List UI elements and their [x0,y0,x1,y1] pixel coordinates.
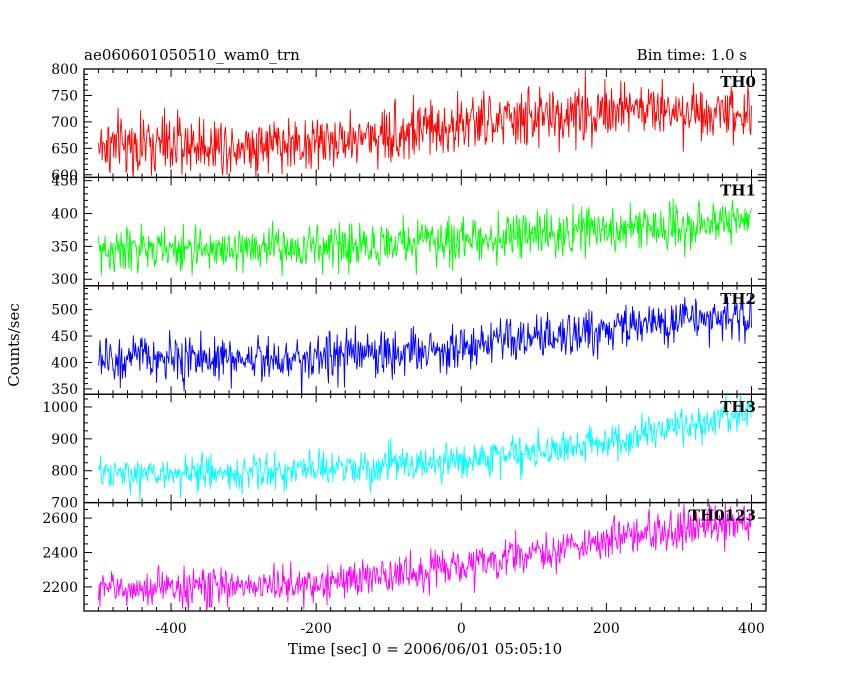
panel-frame [83,501,767,612]
y-tick-label: 350 [51,382,78,398]
x-tick-label: -200 [300,621,331,637]
y-tick-label: 600 [51,168,78,184]
series-line-th0 [98,69,752,178]
x-tick-label: 200 [593,621,620,637]
y-tick-label: 450 [51,329,78,345]
series-line-th3 [98,394,752,501]
panel-th1: 300 350 400 450 TH1 [51,174,767,288]
y-tick-label: 900 [51,432,78,448]
panel-th0: 600 650 700 750 800 TH0 [51,62,767,184]
y-tick-label: 750 [51,88,78,104]
panel-frame [83,393,767,504]
y-tick-label: 800 [51,464,78,480]
series-line-th1 [98,198,752,277]
y-tick-label: 700 [51,115,78,131]
chart-title-left: ae060601050510_wam0_trn [84,46,300,64]
y-tick-label: 500 [51,303,78,319]
panel-label-th1: TH1 [720,181,756,199]
y-tick-label: 2200 [42,580,78,596]
y-tick-label: 450 [51,174,78,190]
y-tick-label: 650 [51,141,78,157]
chart-title-right: Bin time: 1.0 s [637,46,747,64]
y-tick-label: 300 [51,272,78,288]
x-axis-label: Time [sec] 0 = 2006/06/01 05:05:10 [288,640,562,658]
panels-group: 600 650 700 750 800 TH0 300 350 400 450 TH1 350 400 4… [42,62,767,637]
series-line-th0123 [98,502,752,612]
panel-label-th3: TH3 [720,398,756,416]
panel-th3: 700 800 900 1000 TH3 [42,393,767,512]
x-tick-label: -400 [155,621,186,637]
y-tick-label: 2600 [42,511,78,527]
y-tick-label: 400 [51,355,78,371]
y-tick-label: 1000 [42,400,78,416]
panel-label-th0: TH0 [720,73,756,91]
series-line-th2 [98,294,752,395]
x-tick-label: 400 [738,621,765,637]
panel-frame [83,285,767,395]
panel-th0123: 2200 2400 2600 TH0123 [42,501,767,612]
y-tick-label: 800 [51,62,78,78]
panel-label-th0123: TH0123 [689,507,756,525]
panel-th2: 350 400 450 500 TH2 [51,285,767,398]
panel-label-th2: TH2 [720,290,756,308]
y-tick-label: 350 [51,239,78,255]
y-tick-label: 400 [51,207,78,223]
y-axis-label: Counts/sec [5,303,23,387]
y-tick-label: 700 [51,496,78,512]
y-tick-label: 2400 [42,545,78,561]
x-tick-label: 0 [457,621,466,637]
